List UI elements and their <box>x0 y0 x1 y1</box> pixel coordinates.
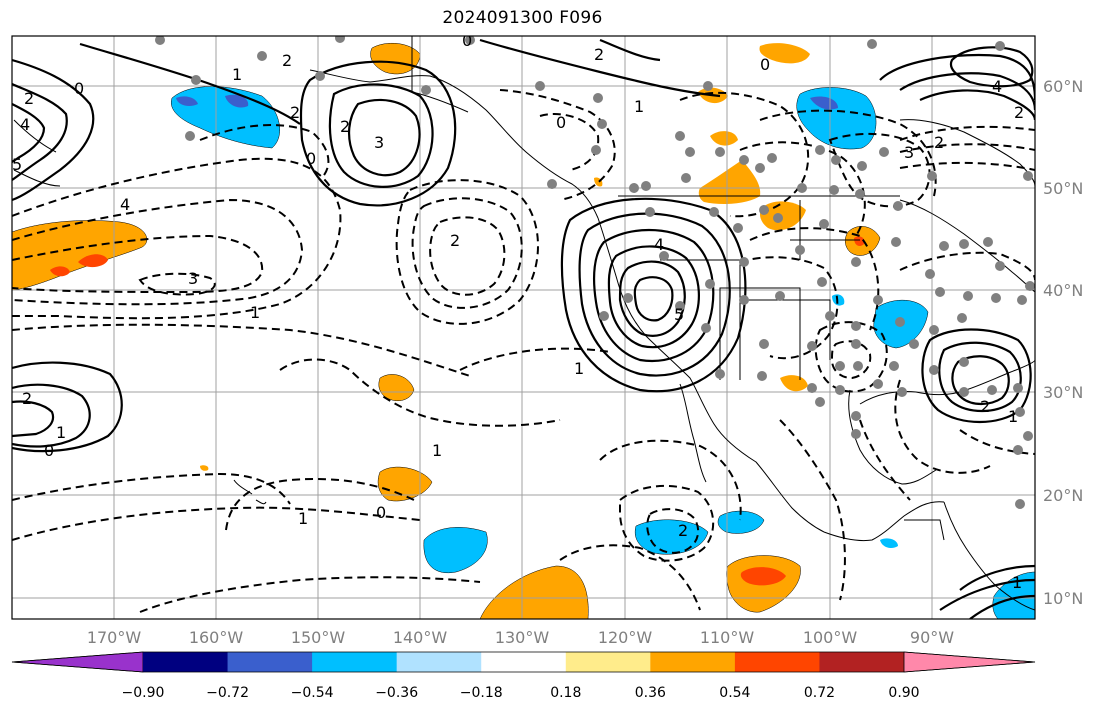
map-title: 2024091300 F096 <box>442 8 603 28</box>
lon-tick-label: 150°W <box>291 628 346 647</box>
lon-tick-label: 160°W <box>189 628 244 647</box>
positive-contours <box>12 38 1035 619</box>
lon-tick-label: 90°W <box>910 628 954 647</box>
anomaly-shading <box>12 42 1035 619</box>
lat-tick-label: 50°N <box>1043 179 1083 198</box>
station-markers <box>155 36 1035 509</box>
colorbar-segment <box>734 652 820 672</box>
lon-tick-label: 170°W <box>87 628 142 647</box>
contour-label: 2 <box>1014 103 1024 122</box>
lat-tick-label: 40°N <box>1043 281 1083 300</box>
contour-label: 2 <box>282 51 292 70</box>
contour-label: 2 <box>290 103 300 122</box>
lat-tick-label: 10°N <box>1043 589 1083 608</box>
colorbar-tick-label: −0.90 <box>122 685 165 701</box>
contour-label: 2 <box>594 45 604 64</box>
colorbar-frame <box>11 651 1036 673</box>
contour-label: 0 <box>760 55 770 74</box>
contour-label: 1 <box>634 97 644 116</box>
contour-label: 2 <box>934 133 944 152</box>
contour-label: 4 <box>992 77 1002 96</box>
colorbar-tick-label: 0.18 <box>550 685 581 701</box>
contour-label: 3 <box>904 143 914 162</box>
lat-tick-label: 30°N <box>1043 383 1083 402</box>
contour-labels: 0 1 2 2 0 2 3 0 2 1 0 0 2 4 5 4 3 1 2 4 … <box>12 31 1024 592</box>
contour-label: 0 <box>462 31 472 50</box>
colorbar-segment <box>227 652 313 672</box>
contour-label: 2 <box>450 231 460 250</box>
colorbar-segment <box>481 652 567 672</box>
colorbar-extend-max <box>903 651 1036 673</box>
lon-tick-label: 110°W <box>700 628 755 647</box>
contour-label: 1 <box>1008 407 1018 426</box>
latitude-labels: 60°N 50°N 40°N 30°N 20°N 10°N <box>1043 77 1083 608</box>
contour-label: 2 <box>340 117 350 136</box>
colorbar-segment <box>565 652 651 672</box>
lon-tick-label: 140°W <box>393 628 448 647</box>
contour-label: 0 <box>44 441 54 460</box>
colorbar-tick-label: −0.36 <box>375 685 418 701</box>
lon-tick-label: 100°W <box>803 628 858 647</box>
colorbar-labels: −0.90 −0.72 −0.54 −0.36 −0.18 0.18 0.36 0.54 0.7… <box>122 685 920 701</box>
contour-label: 1 <box>574 359 584 378</box>
contour-label: 1 <box>1012 573 1022 592</box>
contour-label: 2 <box>678 521 688 540</box>
contour-label: 2 <box>980 397 990 416</box>
negative-contours <box>12 89 1035 613</box>
colorbar-tick-label: 0.54 <box>719 685 750 701</box>
longitude-labels: 170°W 160°W 150°W 140°W 130°W 120°W 110°… <box>87 628 954 647</box>
contour-label: 0 <box>306 149 316 168</box>
contour-label: 2 <box>22 389 32 408</box>
map-plot-area: 0 1 2 2 0 2 3 0 2 1 0 0 2 4 5 4 3 1 2 4 … <box>12 31 1035 619</box>
colorbar-tick-label: −0.18 <box>460 685 503 701</box>
contour-label: 0 <box>556 113 566 132</box>
contour-label: 4 <box>120 195 130 214</box>
colorbar-segment <box>650 652 736 672</box>
lon-tick-label: 120°W <box>598 628 653 647</box>
contour-label: 1 <box>232 65 242 84</box>
contour-label: 1 <box>298 509 308 528</box>
colorbar-segment <box>143 652 229 672</box>
contour-label: 4 <box>20 115 30 134</box>
colorbar-extend-min <box>11 651 144 673</box>
contour-label: 3 <box>188 269 198 288</box>
coastlines <box>13 36 1035 611</box>
lat-tick-label: 20°N <box>1043 486 1083 505</box>
colorbar-tick-label: 0.36 <box>635 685 666 701</box>
contour-label: 2 <box>24 89 34 108</box>
map-frame <box>11 35 1036 620</box>
contour-label: 1 <box>56 423 66 442</box>
contour-label: 1 <box>432 441 442 460</box>
colorbar-tick-label: 0.90 <box>888 685 919 701</box>
colorbar-segment <box>312 652 398 672</box>
contour-label: 3 <box>374 133 384 152</box>
colorbar-tick-label: −0.54 <box>291 685 334 701</box>
contour-label: 5 <box>674 305 684 324</box>
contour-label: 0 <box>74 79 84 98</box>
colorbar-tick-label: 0.72 <box>804 685 835 701</box>
colorbar <box>11 651 1036 673</box>
contour-label: 1 <box>250 303 260 322</box>
contour-label: 5 <box>12 155 22 174</box>
lon-tick-label: 130°W <box>495 628 550 647</box>
contour-label: 4 <box>654 235 664 254</box>
colorbar-segment <box>396 652 482 672</box>
colorbar-segment <box>819 652 905 672</box>
lat-tick-label: 60°N <box>1043 77 1083 96</box>
contour-label: 0 <box>376 503 386 522</box>
colorbar-tick-label: −0.72 <box>206 685 249 701</box>
